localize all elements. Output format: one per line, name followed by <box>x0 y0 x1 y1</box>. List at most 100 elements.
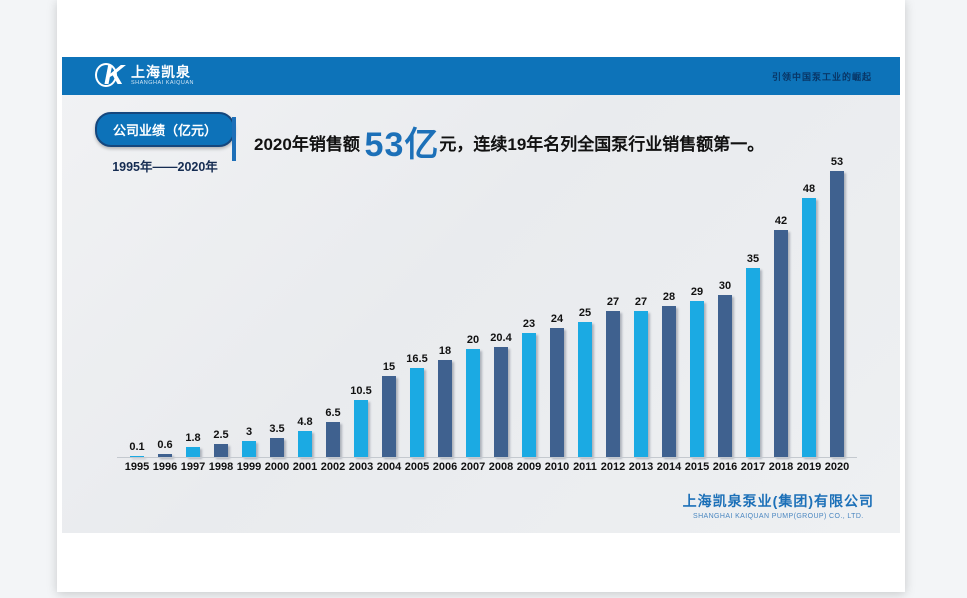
bar <box>354 400 368 457</box>
bar <box>774 230 788 457</box>
bar-group: 23 <box>515 318 543 457</box>
x-axis-tick-label: 2005 <box>404 461 430 473</box>
x-axis-tick-label: 2002 <box>320 461 346 473</box>
bar-value-label: 27 <box>634 296 648 309</box>
bar-group: 3 <box>235 426 263 457</box>
x-axis-tick-label: 2013 <box>628 461 654 473</box>
bar <box>802 197 816 457</box>
bar-group: 42 <box>767 215 795 457</box>
x-axis-tick-label: 2008 <box>488 461 514 473</box>
bar-group: 29 <box>683 286 711 457</box>
x-axis-tick-label: 2007 <box>460 461 486 473</box>
x-axis-tick-label: 2000 <box>264 461 290 473</box>
x-axis-tick-label: 1999 <box>236 461 262 473</box>
bar <box>438 359 452 457</box>
bar-group: 25 <box>571 307 599 457</box>
bar <box>158 453 172 457</box>
bar-group: 10.5 <box>347 385 375 457</box>
bar-value-label: 0.6 <box>157 438 173 451</box>
x-axis-tick-label: 2017 <box>740 461 766 473</box>
bar-value-label: 2.5 <box>213 428 229 441</box>
bar-group: 18 <box>431 345 459 457</box>
x-axis-tick-label: 2012 <box>600 461 626 473</box>
bar-group: 4.8 <box>291 416 319 457</box>
bar <box>662 305 676 457</box>
x-axis-tick-label: 2019 <box>796 461 822 473</box>
bar <box>522 332 536 457</box>
bar-group: 53 <box>823 156 851 457</box>
bar-group: 0.6 <box>151 439 179 457</box>
bar <box>214 443 228 457</box>
bar-group: 20 <box>459 334 487 457</box>
bar <box>326 421 340 457</box>
bar-value-label: 3 <box>245 425 253 438</box>
bar-group: 15 <box>375 361 403 457</box>
bar-chart-years: 1995 1996 1997 1998 1999 2000 2001 2002 2003 2004… <box>123 461 851 473</box>
x-axis-tick-label: 1998 <box>208 461 234 473</box>
company-name-en: SHANGHAI KAIQUAN PUMP(GROUP) CO., LTD. <box>693 513 864 520</box>
x-axis-tick-label: 2015 <box>684 461 710 473</box>
badge-title: 公司业绩（亿元） <box>95 112 235 147</box>
bar <box>466 349 480 457</box>
bar-group: 28 <box>655 291 683 457</box>
badge-year-range: 1995年——2020年 <box>112 160 218 174</box>
bar-chart-bars: 0.1 0.6 1.8 2.5 3 3.5 4.8 6.5 10.5 15 16.5 18 20 20.4… <box>123 147 851 457</box>
x-axis-line <box>117 457 857 458</box>
bar <box>130 456 144 457</box>
bar-group: 1.8 <box>179 432 207 457</box>
x-axis-tick-label: 2018 <box>768 461 794 473</box>
headline-prefix: 2020年销售额 <box>254 135 365 154</box>
bar <box>578 322 592 457</box>
bar <box>550 327 564 457</box>
company-name-cn: 上海凯泉泵业(集团)有限公司 <box>682 493 874 509</box>
slide-page: K 上海凯泉 SHANGHAI KAIQUAN 引领中国泵工业的崛起 公司业绩（… <box>57 0 905 592</box>
slide-headline: 2020年销售额 53亿元，连续19年名列全国泵行业销售额第一。 <box>254 117 874 166</box>
x-axis-tick-label: 2016 <box>712 461 738 473</box>
bar-group: 35 <box>739 253 767 457</box>
bar-value-label: 23 <box>522 317 536 330</box>
bar-group: 16.5 <box>403 353 431 457</box>
bar-value-label: 10.5 <box>350 385 372 398</box>
bar-value-label: 4.8 <box>297 416 313 429</box>
bar-group: 27 <box>599 296 627 457</box>
x-axis-tick-label: 2003 <box>348 461 374 473</box>
x-axis-tick-label: 2006 <box>432 461 458 473</box>
slide-canvas: K 上海凯泉 SHANGHAI KAIQUAN 引领中国泵工业的崛起 公司业绩（… <box>62 57 900 533</box>
x-axis-tick-label: 2020 <box>824 461 850 473</box>
headline-suffix: 元，连续19年名列全国泵行业销售额第一。 <box>439 135 765 154</box>
x-axis-tick-label: 2004 <box>376 461 402 473</box>
bar-value-label: 0.1 <box>129 441 145 453</box>
bar <box>270 438 284 457</box>
x-axis-tick-label: 2001 <box>292 461 318 473</box>
bar <box>606 311 620 457</box>
vertical-divider <box>232 117 236 161</box>
bar-value-label: 6.5 <box>325 406 341 419</box>
bar-value-label: 25 <box>578 307 592 320</box>
footer-company: 上海凯泉泵业(集团)有限公司 SHANGHAI KAIQUAN PUMP(GRO… <box>683 491 874 520</box>
bar-group: 48 <box>795 183 823 457</box>
header-slogan: 引领中国泵工业的崛起 <box>771 71 872 82</box>
bar-value-label: 35 <box>746 253 760 266</box>
company-logo: K 上海凯泉 SHANGHAI KAIQUAN <box>95 60 194 91</box>
x-axis-tick-label: 1996 <box>152 461 178 473</box>
bar <box>382 376 396 457</box>
bar-group: 2.5 <box>207 429 235 457</box>
bar-value-label: 27 <box>606 296 620 309</box>
x-axis-tick-label: 1995 <box>124 461 150 473</box>
bar-group: 3.5 <box>263 423 291 457</box>
bar-group: 6.5 <box>319 407 347 457</box>
bar-value-label: 29 <box>690 285 704 298</box>
bar <box>298 431 312 457</box>
bar <box>634 311 648 457</box>
bar-value-label: 42 <box>774 215 788 228</box>
bar-value-label: 30 <box>718 280 732 293</box>
bar-group: 24 <box>543 313 571 457</box>
bar-value-label: 16.5 <box>406 352 428 365</box>
bar <box>718 295 732 457</box>
bar-value-label: 18 <box>438 344 452 357</box>
chart-legend-badge: 公司业绩（亿元） 1995年——2020年 <box>95 112 235 175</box>
bar-group: 0.1 <box>123 441 151 457</box>
headline-highlight: 53亿 <box>364 126 440 164</box>
x-axis-tick-label: 1997 <box>180 461 206 473</box>
x-axis-tick-label: 2009 <box>516 461 542 473</box>
